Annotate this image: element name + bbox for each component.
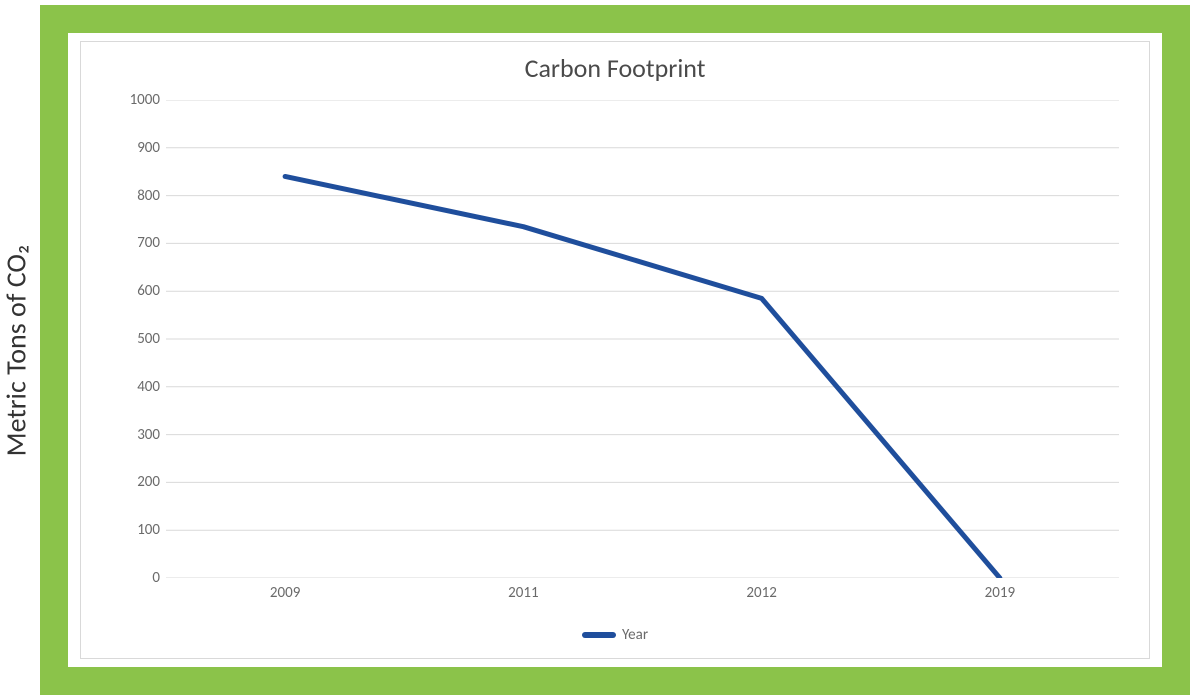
y-tick-label: 200: [137, 473, 160, 491]
x-tick-label: 2019: [985, 584, 1015, 602]
legend-label: Year: [622, 626, 648, 644]
chart-svg: [166, 100, 1119, 578]
y-tick-label: 500: [137, 330, 160, 348]
legend-swatch: [582, 632, 616, 638]
x-tick-label: 2011: [508, 584, 538, 602]
x-tick-label: 2012: [746, 584, 776, 602]
chart-title: Carbon Footprint: [81, 52, 1149, 84]
x-tick-label: 2009: [270, 584, 300, 602]
series-line: [285, 176, 1000, 578]
y-tick-label: 100: [137, 521, 160, 539]
y-tick-label: 300: [137, 426, 160, 444]
y-tick-label: 0: [152, 569, 160, 587]
y-tick-label: 600: [137, 282, 160, 300]
chart-outer-frame: Carbon Footprint 01002003004005006007008…: [40, 5, 1190, 695]
y-axis-label: Metric Tons of CO₂: [0, 0, 40, 700]
y-tick-label: 1000: [130, 91, 160, 109]
chart-inner-panel: Carbon Footprint 01002003004005006007008…: [80, 41, 1150, 659]
y-tick-label: 900: [137, 139, 160, 157]
chart-plot-area: 0100200300400500600700800900100020092011…: [166, 100, 1119, 578]
y-tick-label: 400: [137, 378, 160, 396]
y-tick-label: 800: [137, 187, 160, 205]
y-axis-label-text: Metric Tons of CO₂: [0, 244, 34, 456]
chart-legend: Year: [81, 626, 1149, 644]
y-tick-label: 700: [137, 234, 160, 252]
